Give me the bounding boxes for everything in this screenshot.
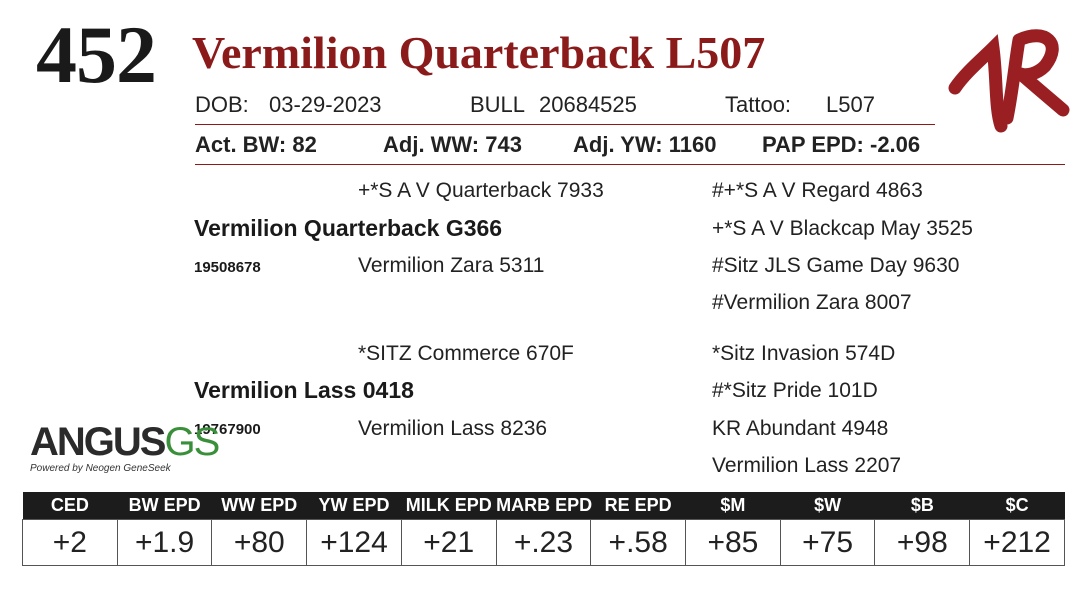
epd-value-bw: +1.9: [116, 519, 213, 566]
epd-value-milk: +21: [400, 519, 497, 566]
act-bw: Act. BW: 82: [195, 132, 317, 157]
lot-number: 452: [36, 9, 157, 100]
epd-header-w: $W: [780, 492, 875, 520]
sex-label: BULL: [470, 92, 526, 117]
adj-yw: Adj. YW: 1160: [573, 132, 717, 157]
epd-value-ww: +80: [211, 519, 308, 566]
epd-value-c: +212: [969, 519, 1065, 566]
dob-value: 03-29-2023: [269, 92, 382, 117]
epd-header-b: $B: [874, 492, 970, 520]
epd-header-milk: MILK EPD: [401, 492, 497, 520]
epd-value-marb: +.23: [495, 519, 592, 566]
epd-header-ced: CED: [22, 492, 118, 520]
angus-logo-tagline: Powered by Neogen GeneSeek: [30, 463, 171, 474]
epd-value-m: +85: [685, 519, 781, 566]
dob-label: DOB:: [195, 92, 249, 117]
epd-value-ced: +2: [22, 519, 118, 566]
tattoo-label: Tattoo:: [725, 92, 792, 117]
animal-name: Vermilion Quarterback L507: [192, 27, 766, 78]
pap-epd: PAP EPD: -2.06: [762, 132, 921, 157]
epd-header-ww: WW EPD: [211, 492, 307, 520]
epd-value-row: +2 +1.9 +80 +124 +21 +.23 +.58 +85 +75 +…: [22, 519, 1065, 566]
angus-logo-text: ANGUS: [30, 420, 166, 464]
dam-sire: *SITZ Commerce 670F: [358, 342, 574, 365]
sire-dam: Vermilion Zara 5311: [358, 254, 545, 277]
sire-sire-sire: #+*S A V Regard 4863: [712, 179, 923, 202]
dam-dam-dam: Vermilion Lass 2207: [712, 454, 902, 477]
sire-sire: +*S A V Quarterback 7933: [358, 179, 604, 202]
epd-value-re: +.58: [590, 519, 687, 566]
epd-header-re: RE EPD: [590, 492, 686, 520]
sire-dam-sire: #Sitz JLS Game Day 9630: [712, 254, 960, 277]
epd-table: CED BW EPD WW EPD YW EPD MILK EPD MARB E…: [22, 492, 1065, 566]
tattoo-value: L507: [826, 92, 875, 117]
epd-value-yw: +124: [306, 519, 402, 566]
registration-number: 20684525: [539, 92, 637, 117]
ranch-brand-logo: [948, 29, 1070, 133]
angus-gs-logo: ANGUSGS Powered by Neogen GeneSeek: [30, 420, 220, 482]
sire-sire-dam: +*S A V Blackcap May 3525: [712, 217, 973, 240]
dam-name: Vermilion Lass 0418: [194, 377, 414, 403]
dam-registration: 19767900: [194, 421, 261, 438]
sire-name: Vermilion Quarterback G366: [194, 215, 503, 241]
adj-ww: Adj. WW: 743: [383, 132, 522, 157]
angus-logo-gs: GS: [164, 420, 220, 464]
sire-registration: 19508678: [194, 259, 261, 276]
epd-header-m: $M: [685, 492, 781, 520]
sire-dam-dam: #Vermilion Zara 8007: [712, 291, 912, 314]
epd-value-w: +75: [779, 519, 876, 566]
performance-row: Act. BW: 82 Adj. WW: 743 Adj. YW: 1160 P…: [195, 130, 1065, 165]
epd-header-c: $C: [969, 492, 1065, 520]
identity-row: DOB: 03-29-2023 BULL 20684525 Tattoo: L5…: [195, 90, 935, 125]
dam-dam-sire: KR Abundant 4948: [712, 417, 889, 440]
epd-value-b: +98: [874, 519, 971, 566]
epd-header-yw: YW EPD: [306, 492, 402, 520]
epd-header-bw: BW EPD: [117, 492, 212, 520]
epd-header-row: CED BW EPD WW EPD YW EPD MILK EPD MARB E…: [22, 492, 1065, 520]
dam-sire-dam: #*Sitz Pride 101D: [712, 379, 878, 402]
angus-logo-word: ANGUSGS: [30, 420, 220, 464]
dam-sire-sire: *Sitz Invasion 574D: [712, 342, 896, 365]
dam-dam: Vermilion Lass 8236: [358, 417, 548, 440]
epd-header-marb: MARB EPD: [496, 492, 592, 520]
